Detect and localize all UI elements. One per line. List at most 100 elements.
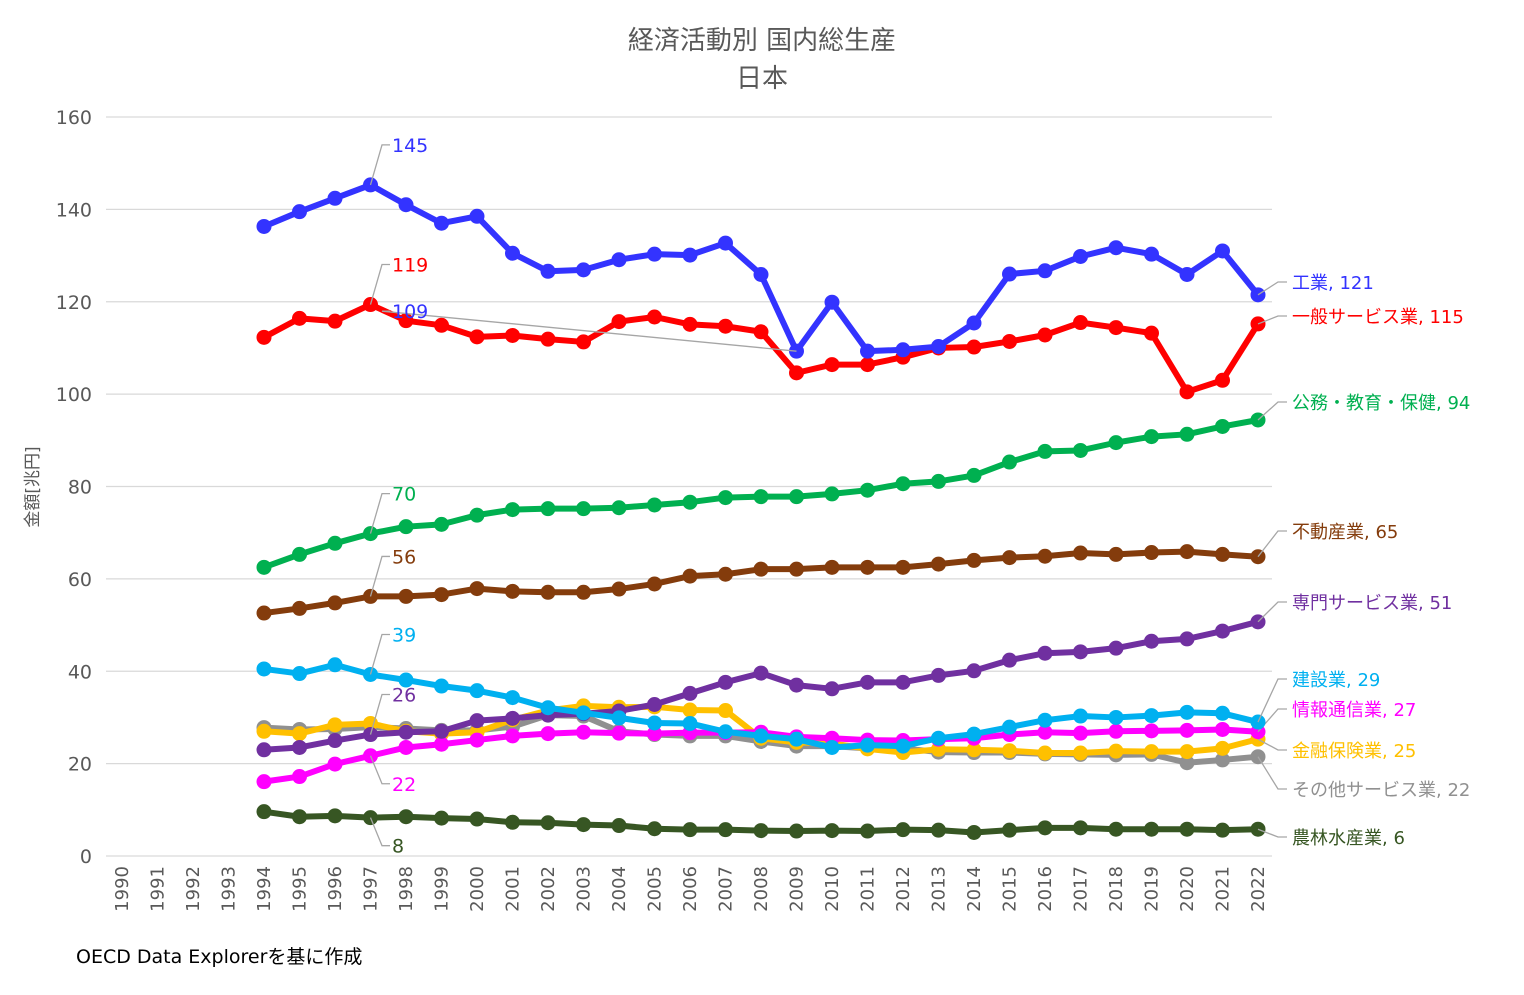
data-point — [824, 739, 840, 755]
data-point — [1215, 418, 1230, 434]
data-point — [292, 739, 307, 755]
data-point — [1179, 744, 1195, 760]
data-point — [505, 710, 520, 726]
data-point — [647, 821, 662, 837]
data-point — [292, 546, 307, 562]
data-point — [647, 697, 662, 713]
end-label: 農林水産業, 6 — [1292, 828, 1405, 849]
data-point — [256, 559, 272, 575]
data-point — [398, 739, 414, 755]
data-point — [647, 246, 662, 262]
data-point — [434, 810, 449, 826]
data-point — [824, 681, 840, 697]
data-label: 22 — [392, 774, 416, 796]
data-point — [718, 235, 733, 251]
data-point — [469, 581, 485, 597]
x-tick-label: 2016 — [1035, 866, 1056, 912]
data-point — [860, 674, 875, 690]
data-point — [931, 473, 946, 489]
data-point — [1108, 640, 1124, 656]
y-axis-title: 金額[兆円] — [23, 446, 43, 527]
data-point — [1144, 723, 1159, 739]
data-point — [1215, 721, 1230, 737]
data-point — [931, 556, 946, 572]
data-point — [540, 584, 556, 600]
leader-line — [1257, 281, 1287, 296]
x-tick-label: 1990 — [112, 866, 133, 912]
y-tick-label: 20 — [68, 754, 92, 776]
data-point — [1179, 755, 1195, 771]
source-note: OECD Data Explorerを基に作成 — [76, 946, 363, 968]
data-point — [505, 814, 520, 830]
x-tick-label: 2015 — [1000, 866, 1021, 912]
leader-line — [1257, 756, 1287, 790]
leader-line — [369, 492, 390, 534]
x-tick-label: 1991 — [148, 866, 169, 912]
data-point — [931, 822, 946, 838]
data-point — [1179, 426, 1195, 442]
data-point — [611, 710, 627, 726]
data-point — [398, 519, 414, 535]
data-point — [718, 822, 733, 838]
data-point — [576, 501, 591, 517]
data-point — [1179, 266, 1195, 282]
data-point — [895, 476, 911, 492]
leader-line — [1257, 738, 1287, 751]
data-point — [966, 742, 982, 758]
data-point — [682, 568, 698, 584]
leader-line — [369, 263, 390, 305]
leader-line — [1257, 828, 1287, 838]
data-point — [540, 815, 556, 831]
data-point — [1215, 752, 1230, 768]
data-point — [966, 824, 982, 840]
y-tick-label: 160 — [56, 107, 92, 129]
data-point — [682, 247, 698, 263]
data-point — [398, 588, 414, 604]
data-point — [256, 661, 272, 677]
data-point — [576, 724, 591, 740]
data-point — [824, 559, 840, 575]
data-point — [718, 490, 733, 506]
data-point — [434, 317, 449, 333]
data-point — [611, 725, 627, 741]
x-tick-label: 2021 — [1213, 866, 1234, 912]
end-label: 金融保険業, 25 — [1292, 741, 1416, 762]
data-point — [789, 365, 804, 381]
data-point — [540, 501, 556, 517]
data-point — [753, 489, 769, 505]
data-point — [327, 535, 343, 551]
data-point — [1108, 435, 1124, 451]
data-point — [895, 738, 911, 754]
data-point — [256, 774, 272, 790]
data-point — [469, 713, 485, 729]
y-tick-label: 120 — [56, 292, 92, 314]
x-tick-label: 1992 — [183, 866, 204, 912]
data-point — [469, 208, 485, 224]
data-point — [895, 674, 911, 690]
end-label: その他サービス業, 22 — [1292, 780, 1470, 801]
x-tick-label: 2001 — [503, 866, 524, 912]
data-label: 109 — [392, 301, 428, 323]
data-point — [327, 733, 343, 749]
x-tick-label: 1994 — [254, 866, 275, 912]
data-point — [256, 605, 272, 621]
data-point — [789, 489, 804, 505]
data-point — [753, 665, 769, 681]
data-point — [1215, 705, 1230, 721]
data-point — [682, 685, 698, 701]
data-point — [1215, 243, 1230, 259]
x-tick-label: 2002 — [538, 866, 559, 912]
data-point — [1144, 744, 1159, 760]
data-point — [505, 327, 520, 343]
data-point — [1144, 821, 1159, 837]
data-point — [327, 717, 343, 733]
data-point — [1144, 246, 1159, 262]
data-point — [611, 500, 627, 516]
chart-title: 経済活動別 国内総生産 — [627, 26, 897, 56]
leader-line — [369, 555, 390, 597]
x-tick-label: 2008 — [751, 866, 772, 912]
data-point — [682, 715, 698, 731]
data-point — [753, 728, 769, 744]
data-point — [1108, 320, 1124, 336]
